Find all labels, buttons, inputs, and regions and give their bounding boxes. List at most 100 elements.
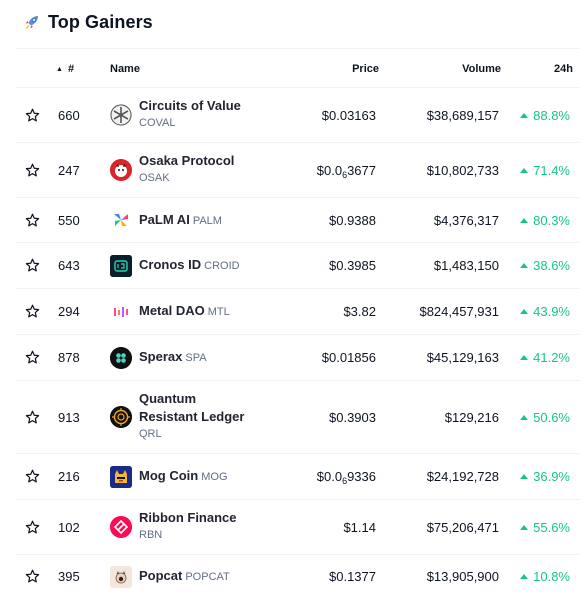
volume-column-header[interactable]: Volume	[462, 63, 501, 75]
watchlist-star-icon[interactable]	[25, 469, 40, 484]
coin-symbol: RBN	[139, 529, 163, 541]
table-row[interactable]: 878 Sperax SPA $0.01856 $45,129,163 41.2%	[16, 335, 580, 381]
volume-value: $10,802,733	[426, 163, 499, 178]
change-24h: 41.2%	[520, 350, 570, 365]
coin-symbol: MOG	[201, 471, 228, 483]
coin-symbol: PALM	[192, 215, 222, 227]
table-row[interactable]: 216 Mog Coin MOG $0.069336 $24,192,728 36…	[16, 454, 580, 500]
table-row[interactable]: 913 Quantum Resistant Ledger QRL $0.3903 …	[16, 381, 580, 454]
coin-symbol: SPA	[185, 352, 207, 364]
caret-up-icon	[520, 263, 529, 268]
watchlist-star-icon[interactable]	[25, 304, 40, 319]
price-value: $0.03163	[321, 108, 376, 123]
circuits-of-value-logo	[110, 104, 132, 126]
coin-name[interactable]: Circuits of Value	[139, 98, 241, 113]
table-row[interactable]: 660 Circuits of Value COVAL $0.03163 $38…	[16, 88, 580, 143]
rank-column-header[interactable]: ▲ #	[56, 63, 75, 75]
coin-name[interactable]: Sperax SPA	[139, 349, 207, 364]
coin-symbol: COVAL	[139, 117, 176, 129]
caret-up-icon	[520, 168, 529, 173]
price-value: $0.3903	[329, 410, 376, 425]
watchlist-star-icon[interactable]	[25, 520, 40, 535]
rank-value: 913	[58, 410, 80, 425]
sort-ascending-icon: ▲	[56, 65, 63, 73]
coin-symbol: OSAK	[139, 172, 170, 184]
table-row[interactable]: 395 Popcat POPCAT $0.1377 $13,905,900 10.…	[16, 555, 580, 599]
volume-value: $45,129,163	[426, 350, 499, 365]
rank-value: 102	[58, 520, 80, 535]
caret-up-icon	[520, 474, 529, 479]
coin-name[interactable]: Mog Coin MOG	[139, 468, 228, 483]
watchlist-star-icon[interactable]	[25, 410, 40, 425]
caret-up-icon	[520, 525, 529, 530]
volume-value: $75,206,471	[426, 520, 499, 535]
volume-value: $824,457,931	[419, 304, 499, 319]
caret-up-icon	[520, 415, 529, 420]
price-value: $1.14	[343, 520, 376, 535]
change-24h: 43.9%	[520, 304, 570, 319]
watchlist-star-icon[interactable]	[25, 163, 40, 178]
table-header: ▲ # Name Price Volume 24h	[16, 48, 580, 88]
change-24h: 71.4%	[520, 163, 570, 178]
coin-name[interactable]: Osaka Protocol	[139, 153, 235, 168]
sperax-logo	[110, 347, 132, 369]
change-24h-column-header[interactable]: 24h	[554, 63, 573, 75]
coin-symbol: POPCAT	[185, 571, 230, 583]
page-title: Top Gainers	[48, 11, 153, 32]
watchlist-star-icon[interactable]	[25, 213, 40, 228]
rank-value: 294	[58, 304, 80, 319]
coin-symbol: QRL	[139, 428, 162, 440]
coin-name[interactable]: Popcat POPCAT	[139, 568, 230, 583]
rank-value: 247	[58, 163, 80, 178]
caret-up-icon	[520, 309, 529, 314]
coin-name[interactable]: PaLM AI PALM	[139, 212, 222, 227]
rank-value: 550	[58, 213, 80, 228]
change-24h: 10.8%	[520, 569, 570, 584]
price-column-header[interactable]: Price	[352, 63, 379, 75]
volume-value: $24,192,728	[426, 469, 499, 484]
rank-value: 643	[58, 258, 80, 273]
price-value: $0.063677	[316, 163, 376, 180]
table-row[interactable]: 550 PaLM AI PALM $0.9388 $4,376,317 80.3%	[16, 198, 580, 243]
coin-name[interactable]: Metal DAO MTL	[139, 303, 230, 318]
rank-value: 395	[58, 569, 80, 584]
price-value: $0.3985	[329, 258, 376, 273]
volume-value: $13,905,900	[426, 569, 499, 584]
table-row[interactable]: 294 Metal DAO MTL $3.82 $824,457,931 43.9…	[16, 289, 580, 335]
rank-value: 878	[58, 350, 80, 365]
volume-value: $4,376,317	[433, 213, 499, 228]
volume-value: $1,483,150	[433, 258, 499, 273]
volume-value: $38,689,157	[426, 108, 499, 123]
name-column-header[interactable]: Name	[110, 63, 140, 75]
coin-name[interactable]: Cronos ID CROID	[139, 257, 240, 272]
change-24h: 55.6%	[520, 520, 570, 535]
ribbon-finance-logo	[110, 516, 132, 538]
caret-up-icon	[520, 355, 529, 360]
table-row[interactable]: 102 Ribbon Finance RBN $1.14 $75,206,471…	[16, 500, 580, 555]
watchlist-star-icon[interactable]	[25, 350, 40, 365]
volume-value: $129,216	[444, 410, 499, 425]
watchlist-star-icon[interactable]	[25, 569, 40, 584]
table-row[interactable]: 247 Osaka Protocol OSAK $0.063677 $10,80…	[16, 143, 580, 198]
coin-name[interactable]: Ribbon Finance	[139, 510, 237, 525]
osaka-protocol-logo	[110, 159, 132, 181]
caret-up-icon	[520, 113, 529, 118]
change-24h: 38.6%	[520, 258, 570, 273]
palm-ai-logo	[110, 209, 132, 231]
gainers-table: ▲ # Name Price Volume 24h 660 Circuits o…	[16, 48, 580, 599]
caret-up-icon	[520, 218, 529, 223]
cronos-id-logo	[110, 255, 132, 277]
popcat-logo	[110, 566, 132, 588]
coin-name[interactable]: Quantum Resistant Ledger	[139, 391, 245, 424]
change-24h: 50.6%	[520, 410, 570, 425]
watchlist-star-icon[interactable]	[25, 258, 40, 273]
table-row[interactable]: 643 Cronos ID CROID $0.3985 $1,483,150 38…	[16, 243, 580, 289]
section-header: Top Gainers	[22, 10, 153, 34]
watchlist-star-icon[interactable]	[25, 108, 40, 123]
price-value: $0.1377	[329, 569, 376, 584]
rocket-icon	[25, 16, 38, 30]
rank-value: 660	[58, 108, 80, 123]
caret-up-icon	[520, 574, 529, 579]
quantum-resistant-ledger-logo	[110, 406, 132, 428]
price-value: $0.01856	[321, 350, 376, 365]
